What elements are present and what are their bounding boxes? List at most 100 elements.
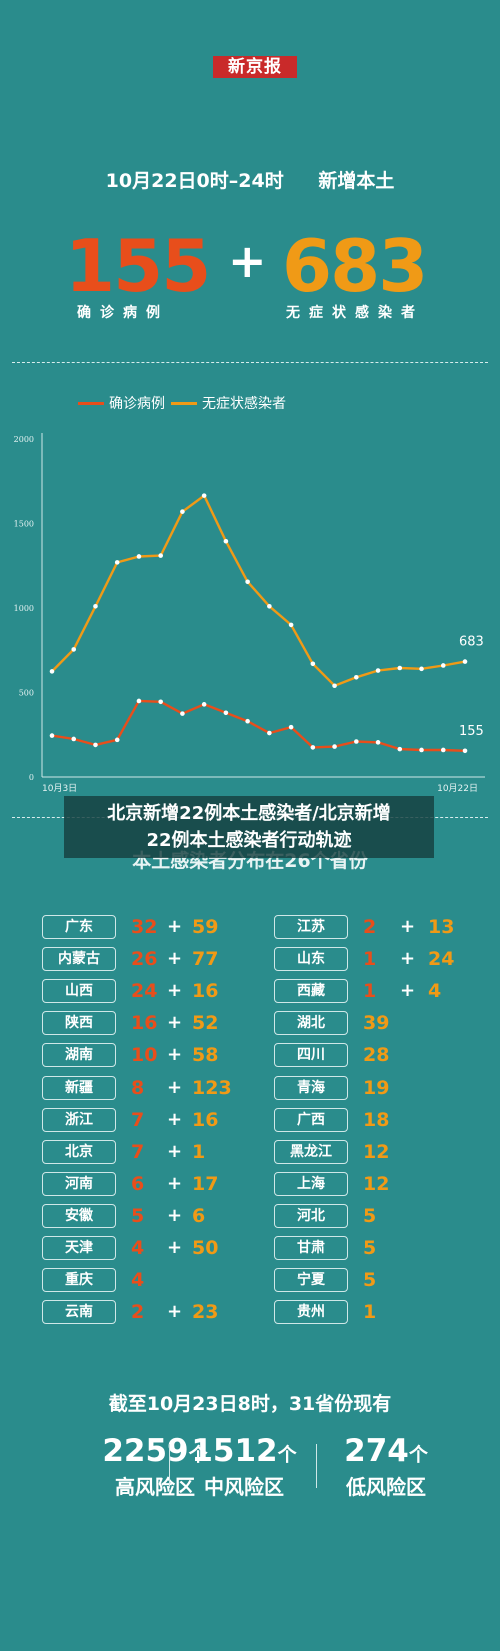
province-asymptomatic: 12 [363,1173,390,1195]
province-name: 内蒙古 [42,947,116,971]
legend-confirmed-label: 确诊病例 [109,396,165,412]
data-point [114,560,120,565]
data-point [397,665,403,671]
y-tick-label: 1000 [14,604,34,613]
data-point [354,674,359,680]
province-name: 广东 [42,915,116,939]
province-confirmed: 2 [363,916,377,938]
province-name: 上海 [274,1172,348,1196]
province-confirmed: 32 [131,916,158,938]
legend-asymptomatic-label: 无症状感染者 [202,396,286,412]
data-point [397,746,403,752]
data-point [462,748,468,754]
province-name: 广西 [274,1108,348,1132]
data-point [223,710,229,716]
plus-sign: + [167,1077,183,1098]
province-name: 湖南 [42,1043,116,1067]
province-asymptomatic: 52 [192,1012,219,1034]
data-point [158,553,163,558]
province-name: 江苏 [274,915,348,939]
plus-sign: + [167,1044,183,1065]
legend-confirmed: 确诊病例 [78,393,165,413]
plus-sign: + [167,1141,183,1162]
data-point [419,747,424,753]
plus-sign: + [167,980,183,1001]
risk-mid: 1512个 中风险区 [164,1433,324,1500]
province-name: 山西 [42,979,116,1003]
series-end-label-0: 155 [459,724,484,739]
risk-low-count: 274 [344,1433,409,1469]
headline: 10月22日0时–24时 新增本土 [0,166,500,193]
province-name: 北京 [42,1140,116,1164]
province-asymptomatic: 5 [363,1205,377,1227]
province-name: 新疆 [42,1076,116,1100]
province-asymptomatic: 28 [363,1044,390,1066]
confirmed-label: 确诊病例 [77,305,169,321]
series-line-0 [51,699,466,752]
plus-sign: + [167,948,183,969]
asymptomatic-label: 无症状感染者 [286,305,424,321]
province-asymptomatic: 5 [363,1237,377,1259]
province-asymptomatic: 39 [363,1012,390,1034]
legend-confirmed-swatch [78,401,104,405]
province-name: 甘肃 [274,1236,348,1260]
data-point [310,661,316,667]
data-point [158,699,163,705]
plus-sign: + [167,1109,183,1130]
province-asymptomatic: 18 [363,1109,390,1131]
y-tick-label: 0 [29,773,34,782]
province-asymptomatic: 123 [192,1077,232,1099]
plus-sign: + [167,1012,183,1033]
data-point [288,622,294,628]
risk-high-unit: 个 [188,1444,208,1466]
province-confirmed: 1 [363,980,377,1002]
plus-sign: + [400,980,416,1001]
data-point [180,509,185,514]
province-confirmed: 7 [131,1109,145,1131]
data-point [49,669,55,674]
province-confirmed: 5 [131,1205,145,1227]
province-confirmed: 16 [131,1012,158,1034]
news-overlay-banner[interactable]: 北京新增22例本土感染者/北京新增 22例本土感染者行动轨迹 [64,796,434,858]
data-point [419,666,424,672]
province-name: 天津 [42,1236,116,1260]
province-name: 河北 [274,1204,348,1228]
risk-mid-unit: 个 [277,1444,297,1466]
province-name: 浙江 [42,1108,116,1132]
data-point [71,647,77,652]
province-name: 山东 [274,947,348,971]
plus-sign: + [400,916,416,937]
data-point [180,711,185,716]
province-name: 安徽 [42,1204,116,1228]
overlay-line-1: 北京新增22例本土感染者/北京新增 [107,803,391,824]
risk-low-label: 低风险区 [346,1475,426,1499]
data-point [310,745,316,750]
plus-sign: + [167,1237,183,1258]
data-point [136,698,142,704]
risk-high-label: 高风险区 [115,1475,195,1499]
risk-low: 274个 低风险区 [306,1433,466,1500]
data-point [440,747,446,753]
plus-sign: + [167,916,183,937]
province-asymptomatic: 50 [192,1237,219,1259]
data-point [267,730,272,736]
province-asymptomatic: 17 [192,1173,219,1195]
province-asymptomatic: 5 [363,1269,377,1291]
province-name: 宁夏 [274,1268,348,1292]
province-name: 陕西 [42,1011,116,1035]
province-asymptomatic: 1 [363,1301,377,1323]
chart-legend: 确诊病例 无症状感染者 [78,393,292,413]
x-tick-label-start: 10月3日 [42,783,77,794]
logo: 新京报 [213,56,297,78]
data-point [71,736,77,742]
headline-label: 新增本土 [318,170,395,192]
plus-sign: + [167,1173,183,1194]
province-confirmed: 10 [131,1044,158,1066]
province-name: 重庆 [42,1268,116,1292]
data-point [245,579,250,585]
legend-asymptomatic-swatch [171,401,197,405]
data-point [288,724,294,730]
province-asymptomatic: 59 [192,916,219,938]
province-asymptomatic: 13 [428,916,455,938]
province-confirmed: 2 [131,1301,145,1323]
